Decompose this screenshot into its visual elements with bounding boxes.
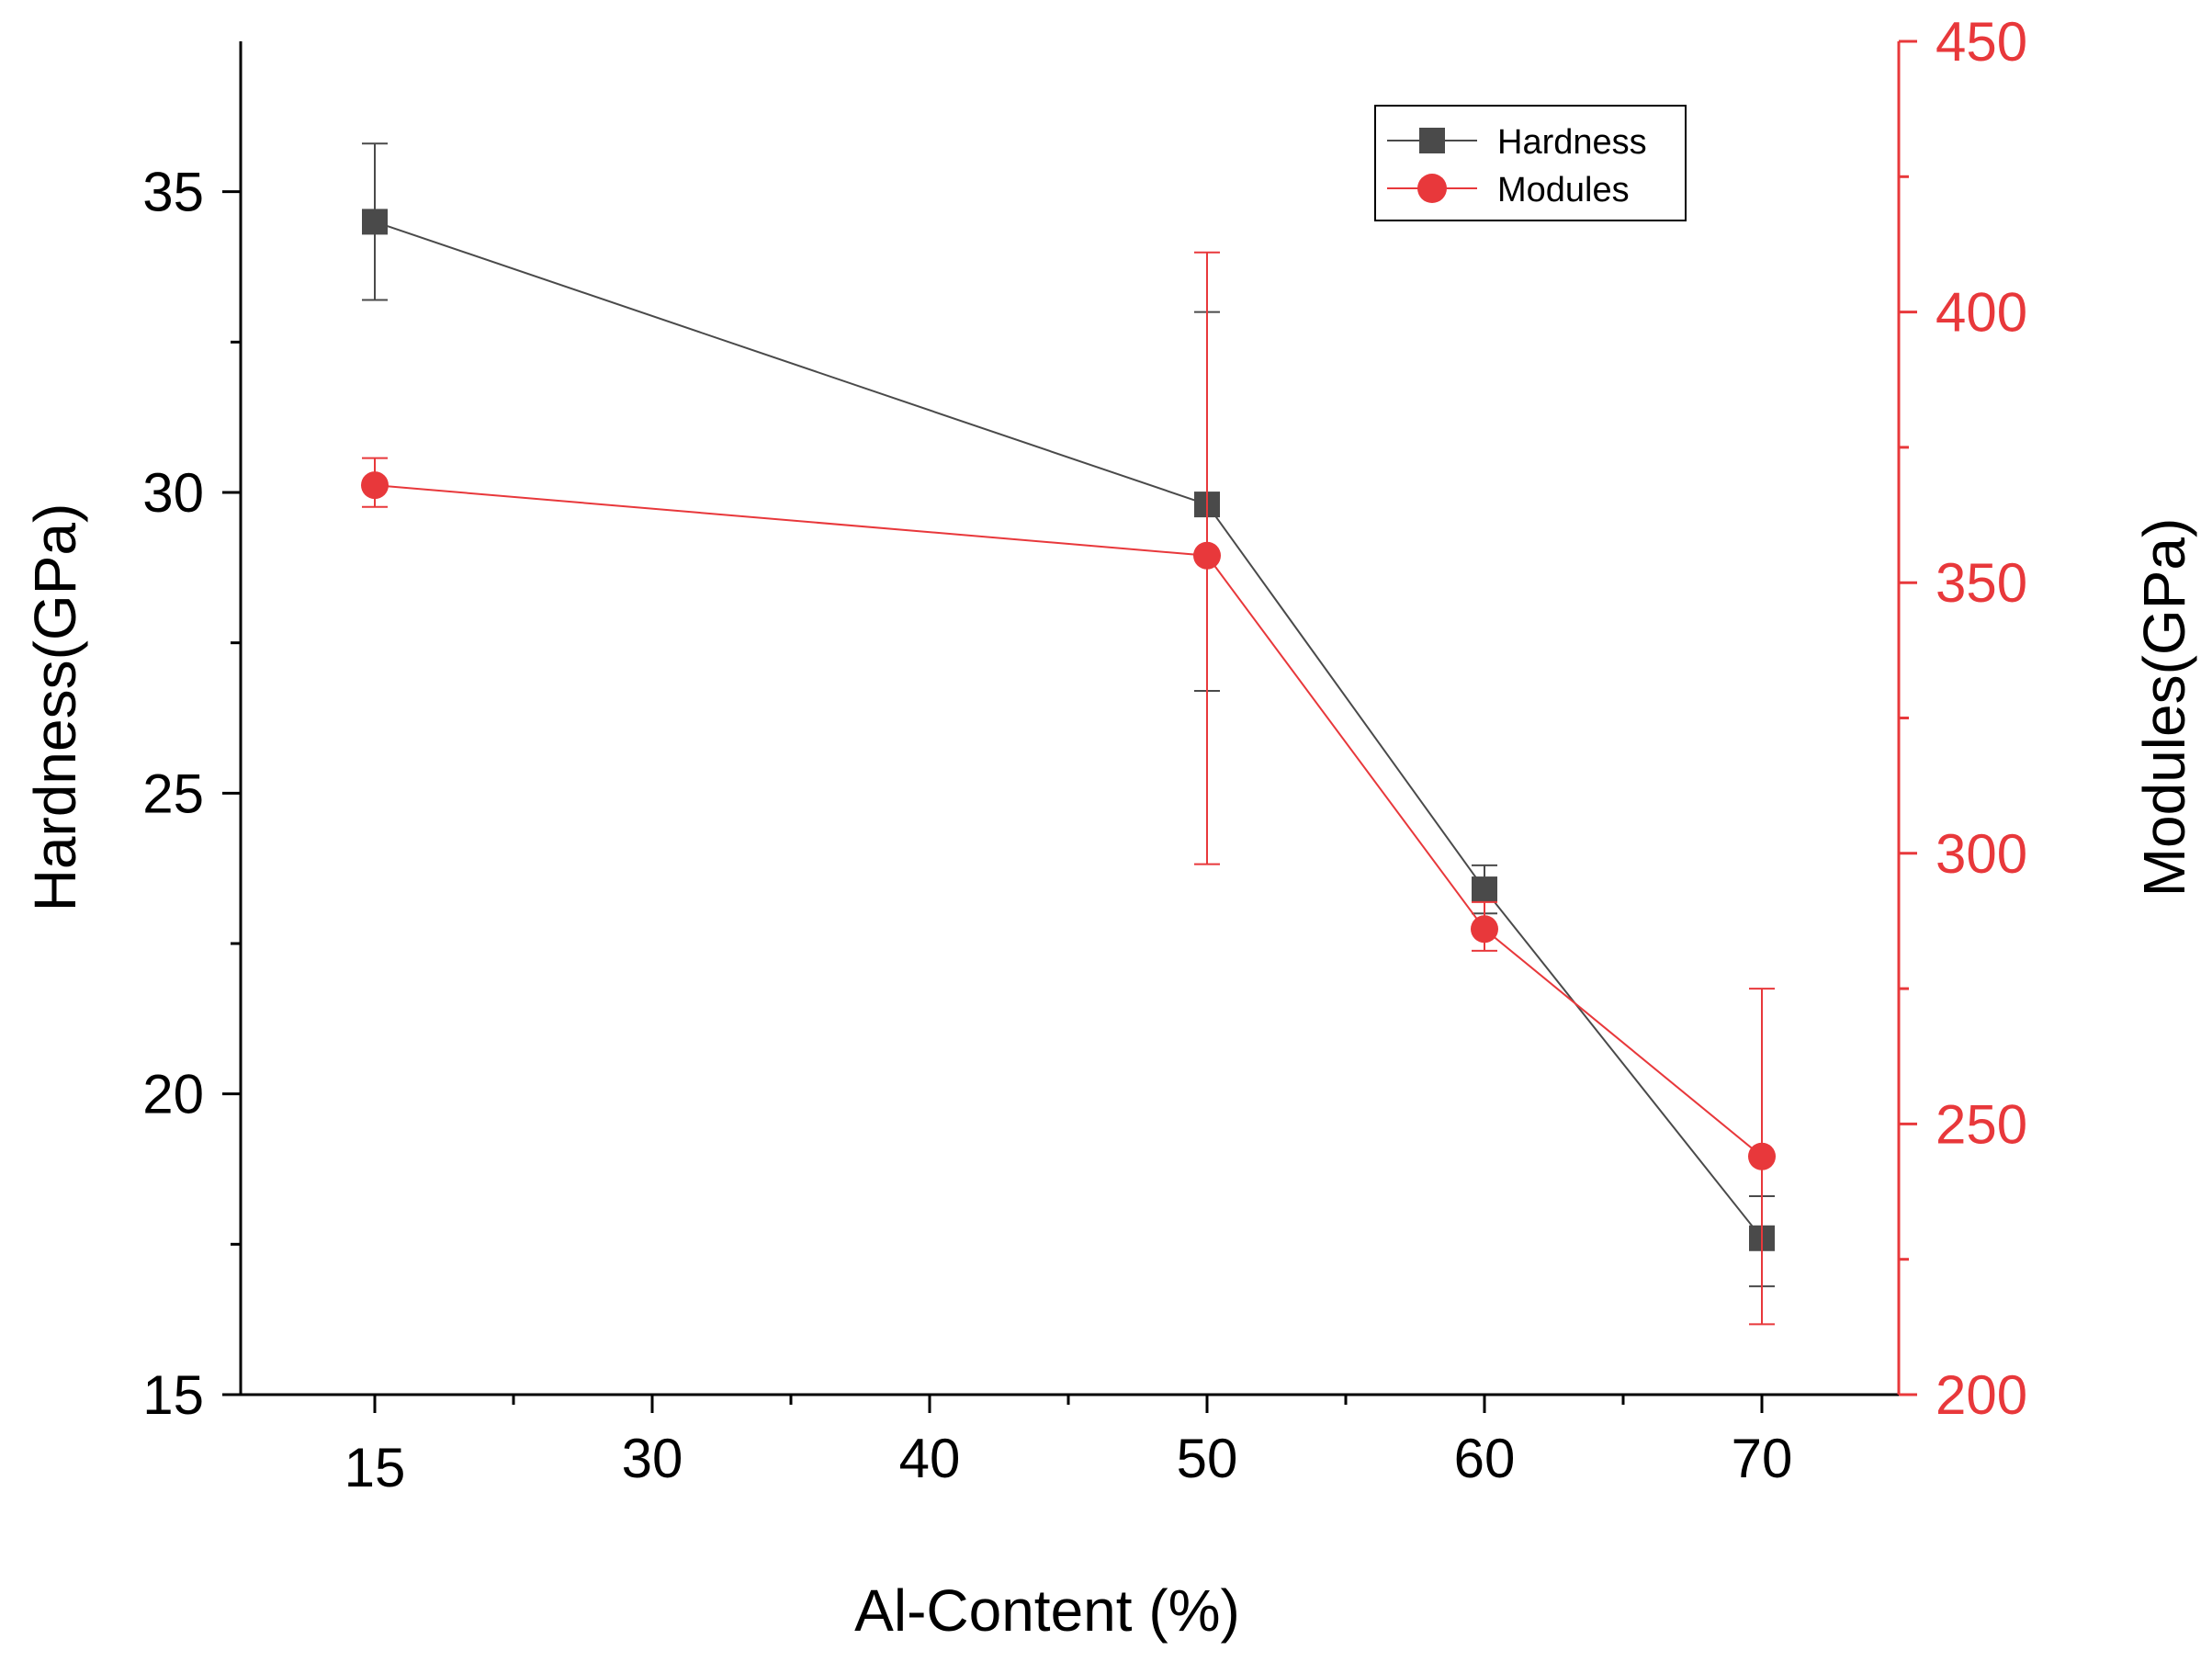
right-tick-label: 250 xyxy=(1936,1093,2027,1155)
left-tick-label: 15 xyxy=(142,1364,204,1426)
x-tick-label: 60 xyxy=(1454,1428,1516,1489)
legend-marker-modules xyxy=(1417,174,1447,203)
left-tick-label: 30 xyxy=(142,462,204,524)
data-point-modules xyxy=(1471,915,1498,944)
series-hardness xyxy=(362,142,1775,1288)
plot-frame xyxy=(239,41,1901,1396)
data-point-hardness xyxy=(1472,876,1497,903)
series-modules xyxy=(361,251,1776,1326)
legend-marker-hardness xyxy=(1419,128,1445,153)
bottom-axis: 15 30 40 50 60 70 xyxy=(344,1395,1793,1498)
legend-label-hardness: Hardness xyxy=(1497,123,1647,162)
data-point-modules xyxy=(1193,541,1221,570)
x-tick-label: 40 xyxy=(899,1428,961,1489)
x-tick-label: 70 xyxy=(1732,1428,1793,1489)
legend-label-modules: Modules xyxy=(1497,171,1630,209)
right-tick-label: 450 xyxy=(1936,11,2027,73)
left-tick-label: 20 xyxy=(142,1064,204,1125)
x-tick-label: 15 xyxy=(344,1437,406,1498)
series-line-hardness xyxy=(374,220,1763,1239)
series-layer xyxy=(361,142,1776,1326)
series-line-modules xyxy=(374,484,1763,1158)
right-tick-label: 350 xyxy=(1936,552,2027,614)
right-axis: 200 250 300 350 400 450 xyxy=(1899,11,2027,1426)
x-tick-label: 50 xyxy=(1177,1428,1238,1489)
x-axis-title: Al-Content (%) xyxy=(854,1577,1240,1644)
right-axis-title: Modules(GPa) xyxy=(2131,518,2197,898)
legend: Hardness Modules xyxy=(1374,105,1687,221)
data-point-modules xyxy=(1748,1142,1776,1170)
data-point-hardness xyxy=(362,209,388,235)
x-tick-label: 30 xyxy=(622,1428,683,1489)
left-axis-title: Hardness(GPa) xyxy=(22,503,88,912)
right-tick-label: 300 xyxy=(1936,823,2027,885)
left-axis: 15 20 25 30 35 xyxy=(142,162,241,1426)
right-tick-label: 200 xyxy=(1936,1364,2027,1426)
left-tick-label: 35 xyxy=(142,162,204,223)
data-point-modules xyxy=(361,471,389,500)
right-tick-label: 400 xyxy=(1936,282,2027,344)
left-tick-label: 25 xyxy=(142,763,204,824)
